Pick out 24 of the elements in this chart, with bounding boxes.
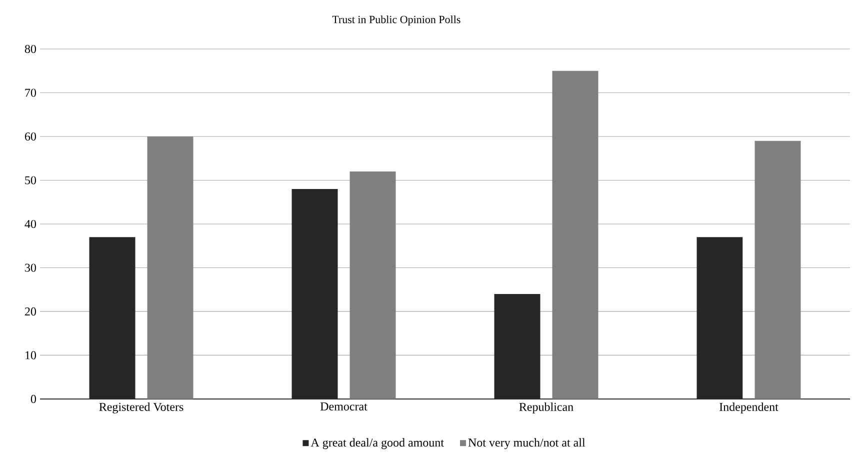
bar bbox=[147, 136, 194, 399]
bar bbox=[552, 70, 598, 399]
bar bbox=[494, 294, 540, 399]
x-tick-label: Registered Voters bbox=[99, 402, 184, 414]
x-tick-label: Republican bbox=[519, 402, 574, 414]
y-tick-label: 20 bbox=[25, 307, 36, 316]
x-tick-label: Democrat bbox=[320, 402, 368, 410]
bar bbox=[754, 140, 801, 399]
y-tick-label: 60 bbox=[24, 132, 36, 141]
bar bbox=[696, 237, 743, 399]
y-tick-label: 50 bbox=[25, 176, 36, 184]
legend-label: Not very much/not at all bbox=[468, 438, 586, 450]
x-tick-label: Independent bbox=[720, 402, 778, 414]
bar bbox=[292, 188, 338, 399]
bar bbox=[89, 237, 136, 399]
y-tick-label: 10 bbox=[26, 351, 36, 360]
y-tick-label: 70 bbox=[25, 88, 36, 97]
bar bbox=[350, 171, 396, 399]
y-tick-label: 80 bbox=[24, 44, 36, 54]
legend-label: A great deal/a good amount bbox=[310, 438, 444, 450]
y-tick-label: 30 bbox=[25, 264, 36, 272]
y-tick-label: 0 bbox=[30, 394, 36, 404]
chart-title: Trust in Public Opinion Polls bbox=[332, 16, 460, 26]
y-tick-label: 40 bbox=[24, 220, 36, 228]
